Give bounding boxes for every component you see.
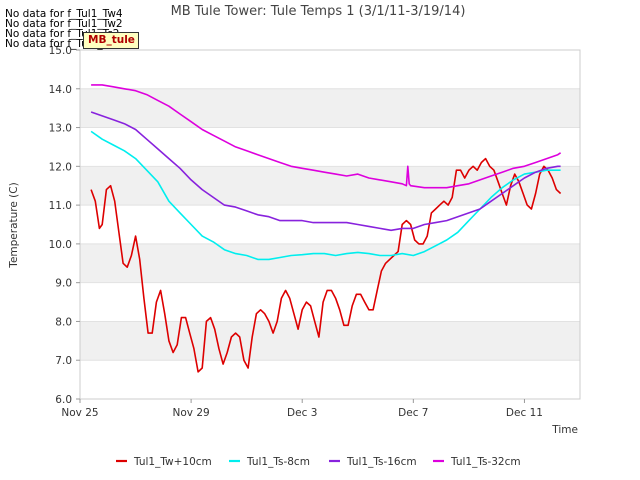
series-line-Ts16 <box>90 111 561 232</box>
plot-frame <box>79 49 581 400</box>
y-tick-label: 14.0 <box>49 84 72 96</box>
x-tick-label: Dec 3 <box>287 407 317 419</box>
y-tick-label: 13.0 <box>49 123 72 135</box>
legend-label: Tul1_Ts-8cm <box>246 456 310 468</box>
band <box>80 243 580 283</box>
series-line-Ts32 <box>91 84 562 189</box>
legend-label: Tul1_Ts-16cm <box>346 456 417 468</box>
no-data-message: No data for f_Tul1_Ts4 <box>5 38 120 50</box>
band <box>80 88 580 128</box>
plot-bands <box>80 88 580 361</box>
series-lines <box>90 84 562 373</box>
legend: Tul1_Tw+10cm Tul1_Ts-8cm Tul1_Ts-16cm Tul1_… <box>116 456 521 468</box>
x-axis-label: Time <box>551 424 578 436</box>
x-axis-ticks: Nov 25 Nov 29 Dec 3 Dec 7 Dec 11 <box>61 399 543 419</box>
y-tick-label: 6.0 <box>55 394 72 406</box>
no-data-message: No data for f_Tul1_Tw4 <box>5 8 123 20</box>
site-badge: MB_tule <box>83 32 139 49</box>
y-axis-label: Temperature (C) <box>8 182 20 268</box>
x-tick-label: Dec 7 <box>398 407 428 419</box>
legend-label: Tul1_Tw+10cm <box>133 456 212 468</box>
y-tick-label: 12.0 <box>49 161 72 173</box>
y-tick-label: 8.0 <box>55 316 72 328</box>
series-line-Tw <box>90 157 562 373</box>
y-axis-ticks: 6.0 7.0 8.0 9.0 10.0 11.0 12.0 13.0 14.0 15.0 <box>49 45 80 406</box>
y-tick-label: 11.0 <box>49 200 72 212</box>
x-tick-label: Nov 29 <box>173 407 210 419</box>
x-tick-label: Dec 11 <box>506 407 543 419</box>
y-tick-label: 10.0 <box>49 239 72 251</box>
band <box>80 321 580 361</box>
series-line-Ts8 <box>90 130 561 261</box>
y-tick-label: 7.0 <box>55 355 72 367</box>
x-tick-label: Nov 25 <box>61 407 98 419</box>
y-tick-label: 9.0 <box>55 278 72 290</box>
no-data-message: No data for f_Tul1_Tw2 <box>5 18 123 30</box>
no-data-message: No data for f_Tul1_Ts2 <box>5 28 120 40</box>
chart-title: MB Tule Tower: Tule Temps 1 (3/1/11-3/19… <box>171 4 466 19</box>
legend-label: Tul1_Ts-32cm <box>450 456 521 468</box>
y-tick-label: 15.0 <box>49 45 72 57</box>
